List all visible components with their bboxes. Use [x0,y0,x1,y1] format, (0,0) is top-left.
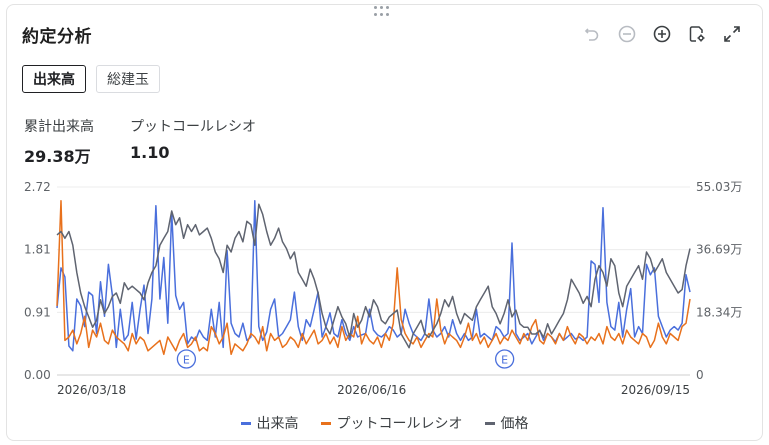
page-title: 約定分析 [22,27,92,47]
stat-value: 29.38万 [24,147,91,166]
tab-volume[interactable]: 出来高 [22,65,86,93]
legend-item-price[interactable]: 価格 [484,413,529,433]
event-marker-label: E [183,354,190,367]
zoom-out-icon[interactable] [615,22,638,45]
expand-icon[interactable] [720,22,743,45]
undo-icon[interactable] [580,22,603,45]
event-marker[interactable] [176,349,197,369]
metric-tabs: 出来高 総建玉 [22,65,160,93]
y-tick-label-right: 0 [696,368,704,382]
zoom-in-icon[interactable] [650,22,673,45]
stat-label: プットコールレシオ [130,119,256,135]
series-line-price[interactable] [56,203,691,349]
x-tick-label: 2026/06/16 [337,383,406,397]
settings-icon[interactable] [685,22,708,45]
stat-label: 累計出来高 [24,119,94,135]
y-tick-label-right: 36.69万 [696,243,742,257]
legend-item-volume[interactable]: 出来高 [240,413,299,433]
legend-swatch [320,421,331,425]
series-line-volume[interactable] [56,200,691,352]
drag-handle-icon[interactable] [374,6,392,16]
x-tick-label: 2026/03/18 [57,383,126,397]
stat-cumulative-volume: 累計出来高 29.38万 [24,116,94,167]
legend-label: 価格 [500,416,529,432]
legend-item-pcr[interactable]: プットコールレシオ [320,413,463,433]
legend-swatch [484,421,495,425]
x-tick-label: 2026/09/15 [621,383,690,397]
legend-swatch [240,421,251,425]
y-tick-label-left: 0.00 [24,368,51,382]
y-tick-label-right: 55.03万 [696,180,742,194]
stat-put-call-ratio: プットコールレシオ 1.10 [130,116,256,167]
chart-toolbar [580,22,743,45]
y-tick-label-right: 18.34万 [696,305,742,319]
y-tick-label-left: 0.91 [24,305,51,319]
series-line-pcr[interactable] [56,200,691,356]
y-tick-label-left: 1.81 [24,243,51,257]
volume-chart[interactable]: 2.72 1.81 0.91 0.00 55.03万 36.69万 18.34万 0 2026/… [0,0,769,410]
tab-open-interest[interactable]: 総建玉 [96,65,160,93]
chart-legend: 出来高 プットコールレシオ 価格 [0,413,769,433]
event-marker-label: E [501,354,508,367]
legend-label: プットコールレシオ [336,416,463,432]
summary-stats: 累計出来高 29.38万 プットコールレシオ 1.10 [24,116,256,167]
event-marker[interactable] [494,349,515,369]
legend-label: 出来高 [256,416,299,432]
y-tick-label-left: 2.72 [24,180,51,194]
stat-value: 1.10 [130,143,170,162]
